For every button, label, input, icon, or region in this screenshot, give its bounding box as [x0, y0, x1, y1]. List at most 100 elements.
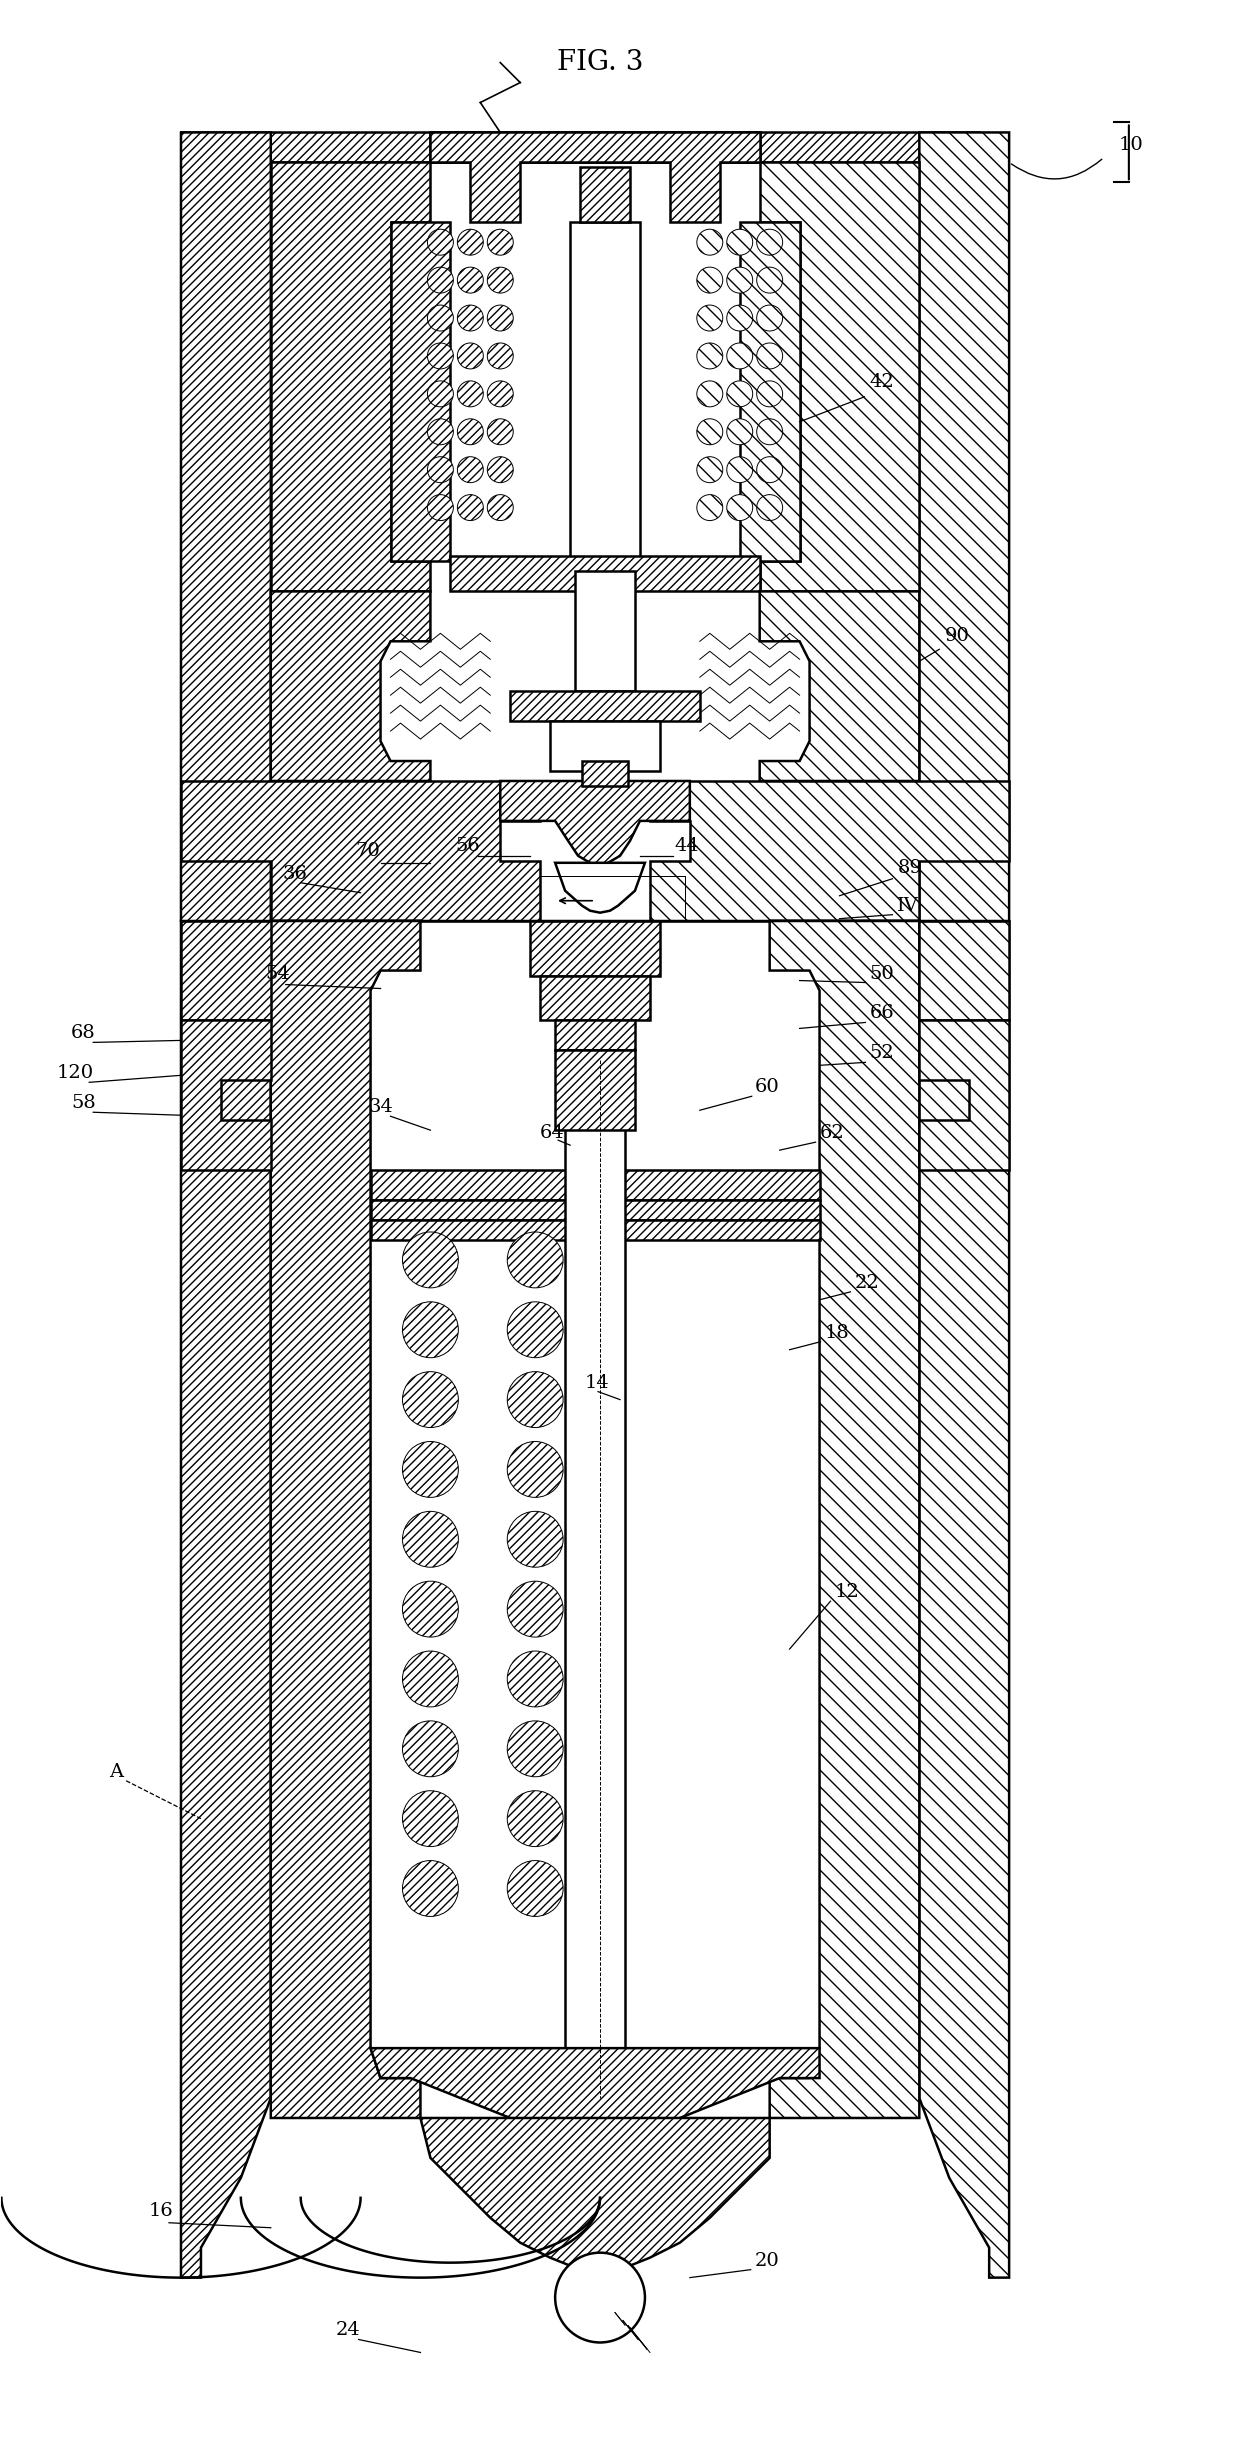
Bar [565, 1049, 625, 2047]
Bar [556, 1020, 635, 1049]
Text: 12: 12 [835, 1584, 859, 1601]
Circle shape [697, 344, 723, 368]
Circle shape [756, 229, 782, 256]
Circle shape [487, 305, 513, 332]
Circle shape [507, 1232, 563, 1288]
Text: A: A [109, 1762, 123, 1781]
Text: 24: 24 [336, 2320, 361, 2340]
Text: 14: 14 [585, 1374, 610, 1391]
Polygon shape [556, 864, 645, 913]
Bar [371, 1200, 820, 1220]
Circle shape [507, 1652, 563, 1708]
Circle shape [727, 456, 753, 483]
Circle shape [428, 381, 454, 407]
Circle shape [697, 495, 723, 520]
Circle shape [487, 266, 513, 293]
Circle shape [756, 305, 782, 332]
Circle shape [487, 344, 513, 368]
Bar [541, 876, 684, 920]
Text: 22: 22 [854, 1274, 879, 1291]
Circle shape [428, 229, 454, 256]
Polygon shape [181, 1020, 270, 1171]
Text: 52: 52 [869, 1044, 894, 1061]
Circle shape [403, 1371, 459, 1427]
Text: 90: 90 [945, 627, 970, 644]
Text: 34: 34 [368, 1098, 393, 1115]
Circle shape [727, 229, 753, 256]
Circle shape [403, 1510, 459, 1566]
Polygon shape [270, 920, 420, 2118]
Circle shape [507, 1303, 563, 1357]
Circle shape [428, 420, 454, 444]
Text: IV: IV [898, 895, 919, 915]
Polygon shape [420, 2118, 770, 2272]
Circle shape [756, 456, 782, 483]
Circle shape [428, 495, 454, 520]
Polygon shape [181, 781, 541, 920]
Circle shape [403, 1303, 459, 1357]
Bar [531, 920, 660, 976]
Polygon shape [500, 781, 689, 866]
Circle shape [458, 495, 484, 520]
Bar [371, 1171, 820, 1200]
Circle shape [756, 266, 782, 293]
Polygon shape [650, 781, 1009, 920]
Polygon shape [919, 920, 1009, 1020]
Text: 18: 18 [825, 1325, 849, 1342]
Circle shape [428, 266, 454, 293]
Circle shape [556, 2252, 645, 2342]
Circle shape [507, 1791, 563, 1847]
Text: 44: 44 [675, 837, 699, 854]
Text: 42: 42 [869, 373, 894, 390]
Circle shape [428, 344, 454, 368]
Bar [371, 1220, 820, 1240]
Circle shape [697, 456, 723, 483]
Text: 66: 66 [869, 1005, 894, 1022]
Circle shape [403, 1581, 459, 1637]
Text: 68: 68 [71, 1025, 95, 1042]
Circle shape [507, 1862, 563, 1915]
Polygon shape [919, 1020, 1009, 1171]
Text: 89: 89 [898, 859, 923, 876]
Circle shape [697, 381, 723, 407]
Text: 50: 50 [869, 964, 894, 983]
Text: 60: 60 [755, 1078, 780, 1096]
Circle shape [487, 420, 513, 444]
Polygon shape [270, 590, 430, 781]
Polygon shape [181, 920, 270, 1020]
Circle shape [487, 381, 513, 407]
Circle shape [403, 1652, 459, 1708]
Circle shape [507, 1371, 563, 1427]
Circle shape [697, 266, 723, 293]
Circle shape [507, 1442, 563, 1498]
Text: 36: 36 [283, 864, 308, 883]
Bar [740, 222, 800, 561]
Bar [430, 132, 760, 163]
Bar [582, 761, 627, 786]
Polygon shape [919, 132, 1009, 2277]
Circle shape [458, 381, 484, 407]
Circle shape [458, 420, 484, 444]
Circle shape [727, 305, 753, 332]
Text: 20: 20 [755, 2252, 780, 2269]
Circle shape [403, 1720, 459, 1776]
Circle shape [727, 495, 753, 520]
Text: FIG. 3: FIG. 3 [557, 49, 644, 76]
Circle shape [727, 344, 753, 368]
Polygon shape [760, 590, 919, 781]
Polygon shape [760, 163, 919, 590]
Text: 58: 58 [71, 1093, 95, 1113]
Circle shape [727, 381, 753, 407]
Bar [181, 132, 980, 163]
Circle shape [756, 381, 782, 407]
Text: 70: 70 [356, 842, 381, 859]
Polygon shape [270, 163, 430, 590]
Bar [541, 876, 684, 920]
Circle shape [507, 1581, 563, 1637]
Bar [570, 222, 640, 571]
Circle shape [458, 305, 484, 332]
Circle shape [727, 266, 753, 293]
Circle shape [487, 456, 513, 483]
Bar [556, 1049, 635, 1130]
Circle shape [458, 266, 484, 293]
